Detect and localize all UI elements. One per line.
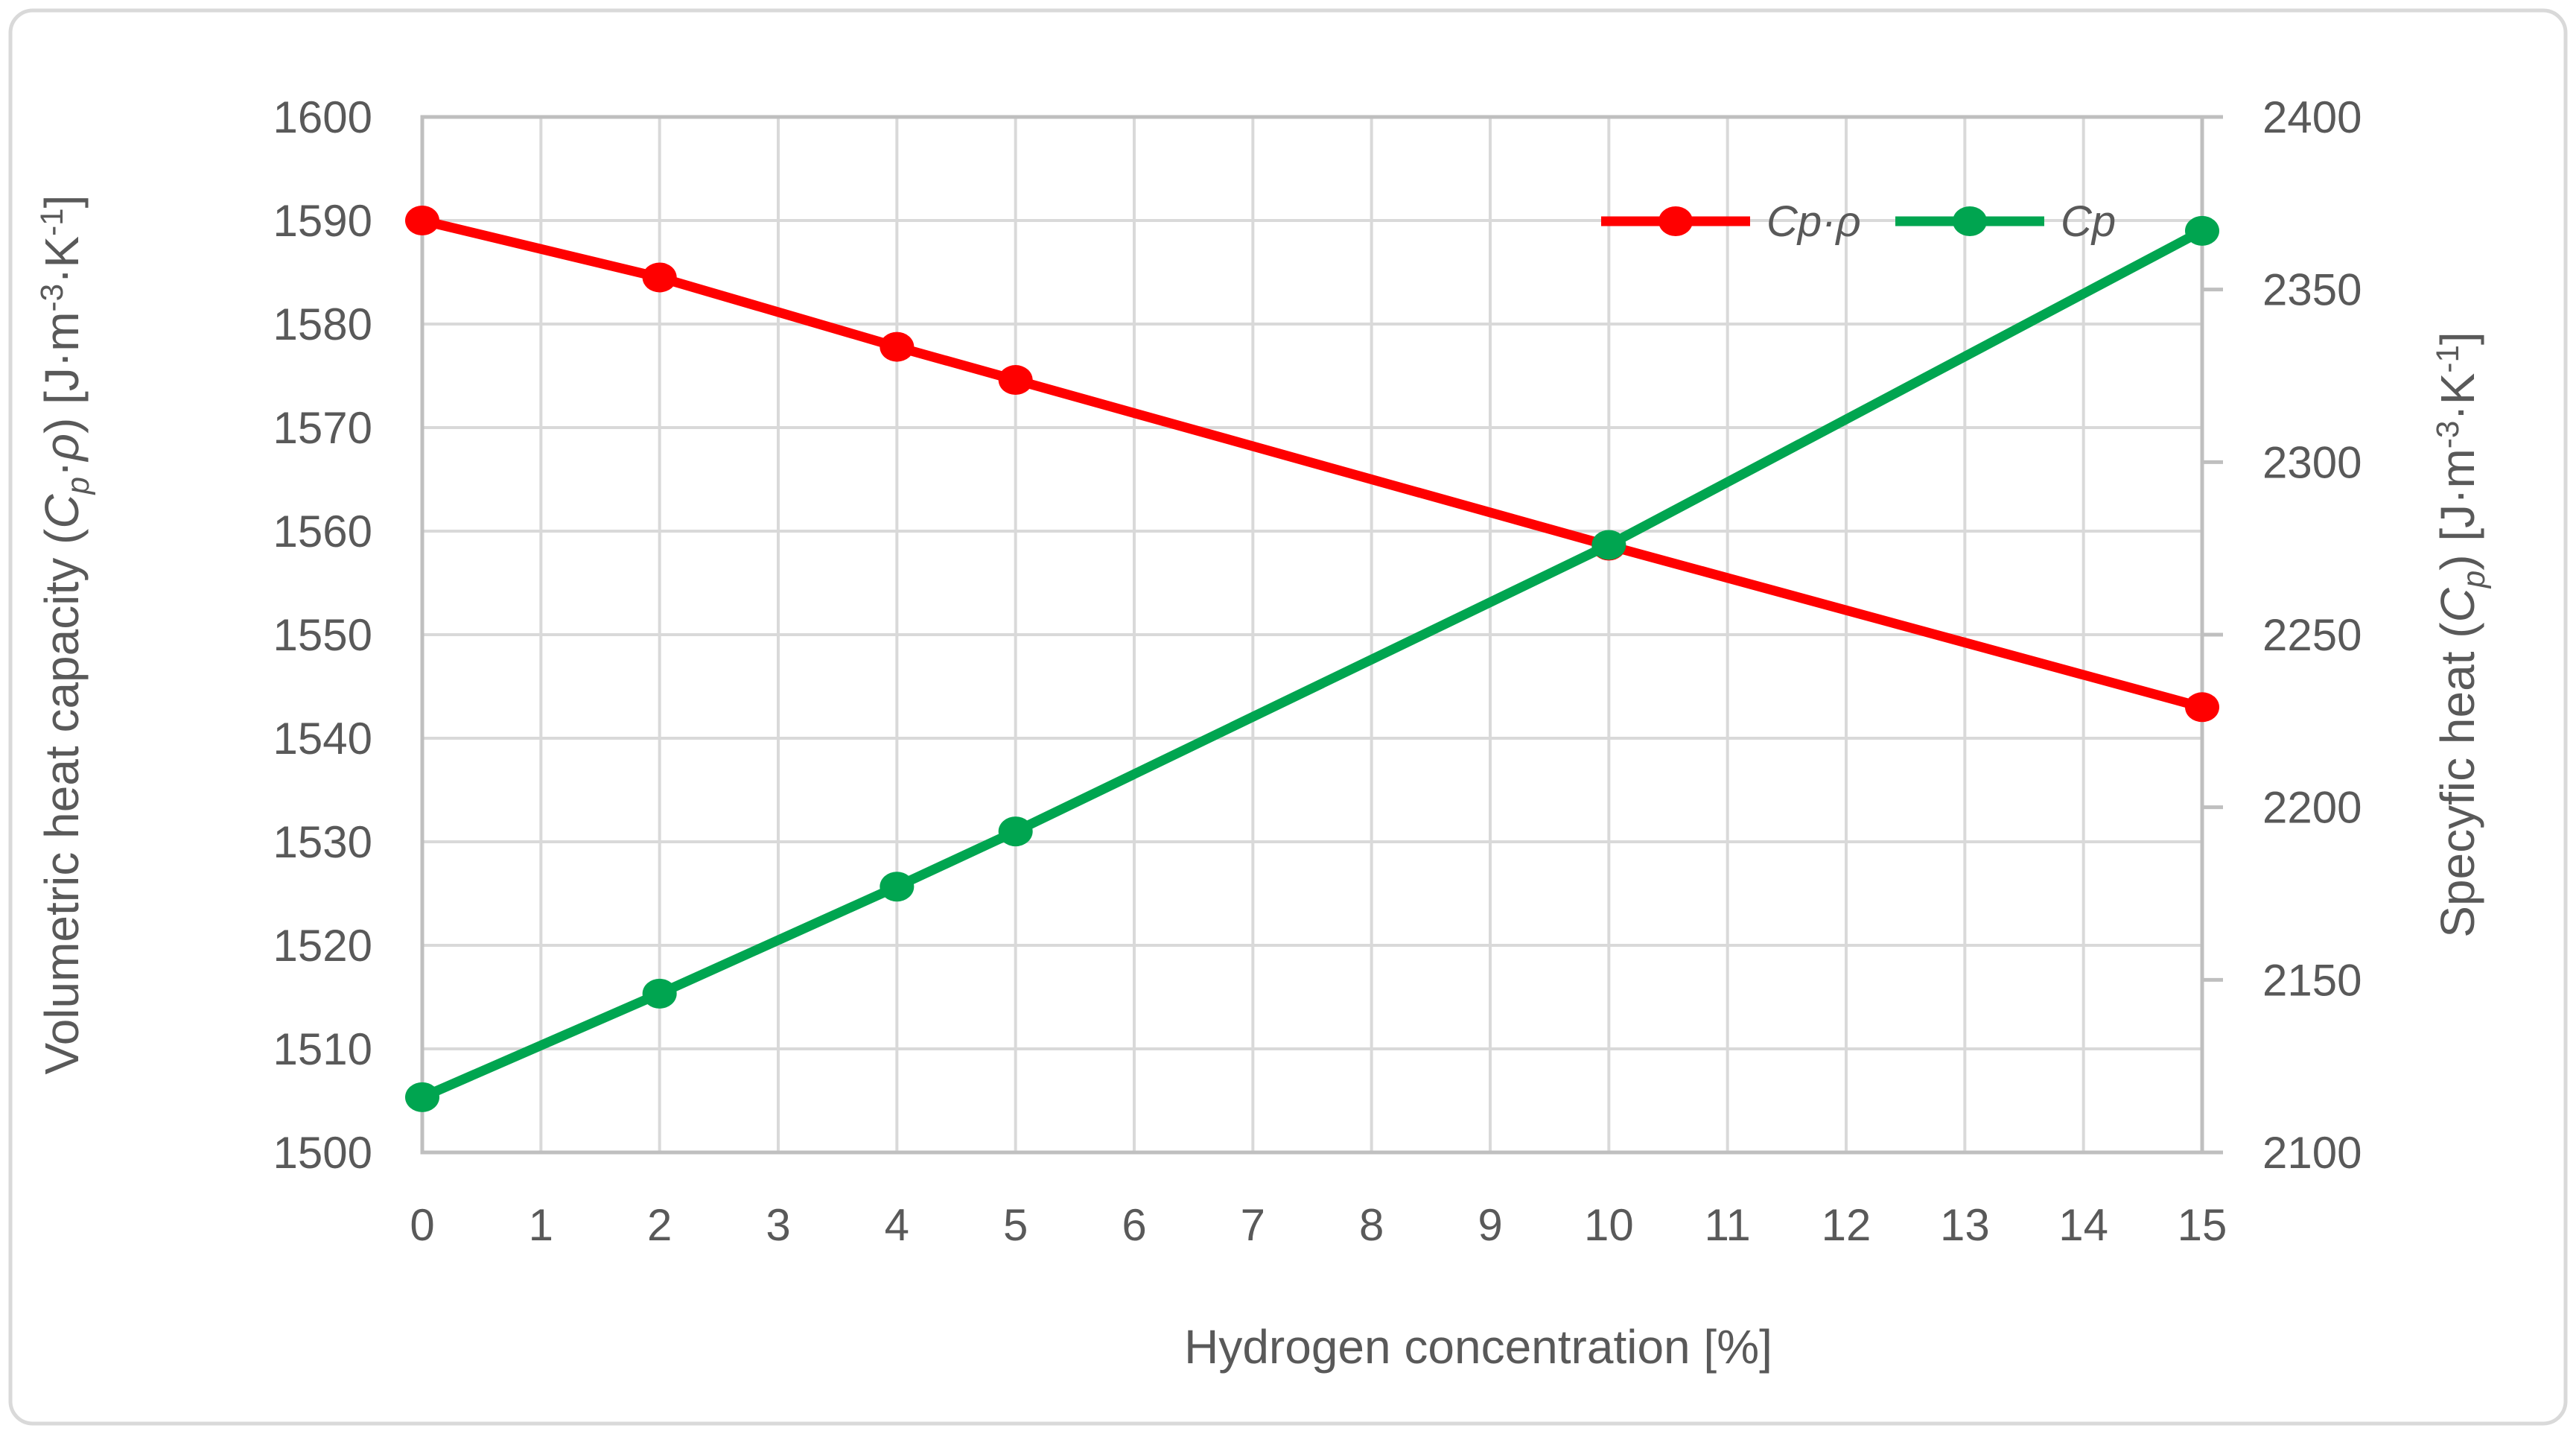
y-right-tick-label: 2300 <box>2262 437 2362 487</box>
x-tick-label: 8 <box>1359 1200 1384 1250</box>
series-cp-rho <box>405 206 2219 723</box>
y-left-axis-title: Volumetric heat capacity (Cp·ρ) [J·m-3·K… <box>34 195 95 1075</box>
legend-marker <box>1953 206 1987 236</box>
data-point-marker <box>2185 692 2219 723</box>
y-right-tick-label: 2400 <box>2262 92 2362 142</box>
y-left-tick-label: 1560 <box>273 507 372 556</box>
y-left-tick-label: 1550 <box>273 610 372 660</box>
y-left-tick-label: 1500 <box>273 1128 372 1178</box>
y-right-tick-label: 2250 <box>2262 610 2362 660</box>
y-right-tick-label: 2200 <box>2262 783 2362 833</box>
legend-label: Cp·ρ <box>1766 197 1861 246</box>
figure-border <box>8 8 2568 1426</box>
y-left-tick-label: 1600 <box>273 92 372 142</box>
x-tick-label: 1 <box>529 1200 553 1250</box>
x-tick-label: 10 <box>1584 1200 1634 1250</box>
series-cp <box>405 215 2219 1112</box>
x-tick-label: 9 <box>1478 1200 1502 1250</box>
y-left-tick-label: 1520 <box>273 921 372 971</box>
x-tick-label: 5 <box>1003 1200 1028 1250</box>
x-tick-label: 4 <box>885 1200 909 1250</box>
x-tick-label: 2 <box>647 1200 672 1250</box>
x-tick-label: 7 <box>1241 1200 1265 1250</box>
x-tick-label: 15 <box>2178 1200 2227 1250</box>
legend-label: Cp <box>2061 197 2116 246</box>
data-point-marker <box>998 816 1033 847</box>
data-point-marker <box>642 262 677 293</box>
data-point-marker <box>2185 215 2219 246</box>
y-left-tick-label: 1530 <box>273 817 372 867</box>
data-point-marker <box>1591 530 1626 560</box>
x-tick-label: 6 <box>1122 1200 1146 1250</box>
series-line <box>417 226 2207 1103</box>
data-point-marker <box>642 978 677 1009</box>
series-line <box>417 215 2207 712</box>
legend-item-cp <box>1895 206 2044 236</box>
y-right-tick-label: 2150 <box>2262 955 2362 1005</box>
y-left-tick-label: 1580 <box>273 299 372 349</box>
x-tick-label: 11 <box>1705 1200 1751 1250</box>
x-tick-label: 13 <box>1940 1200 1990 1250</box>
y-left-tick-label: 1510 <box>273 1024 372 1074</box>
x-tick-label: 14 <box>2058 1200 2108 1250</box>
y-right-axis-title: Specyfic heat (Cp) [J·m-3·K-1] <box>2430 331 2491 937</box>
legend <box>1601 206 2044 236</box>
x-tick-label: 3 <box>766 1200 790 1250</box>
legend-item-cp-rho <box>1601 206 1750 236</box>
y-right-tick-label: 2100 <box>2262 1128 2362 1178</box>
data-point-marker <box>405 1082 439 1112</box>
legend-marker <box>1659 206 1693 236</box>
y-left-tick-label: 1590 <box>273 196 372 246</box>
data-point-marker <box>880 331 915 362</box>
y-right-tick-label: 2350 <box>2262 265 2362 315</box>
x-tick-label: 0 <box>410 1200 434 1250</box>
y-left-tick-label: 1540 <box>273 714 372 764</box>
data-point-marker <box>880 872 915 902</box>
right-axis-ticks <box>2202 115 2223 1155</box>
data-point-marker <box>998 365 1033 396</box>
y-left-tick-label: 1570 <box>273 403 372 453</box>
data-point-marker <box>405 206 439 235</box>
x-tick-label: 12 <box>1822 1200 1871 1250</box>
x-axis-title: Hydrogen concentration [%] <box>1184 1320 1772 1374</box>
